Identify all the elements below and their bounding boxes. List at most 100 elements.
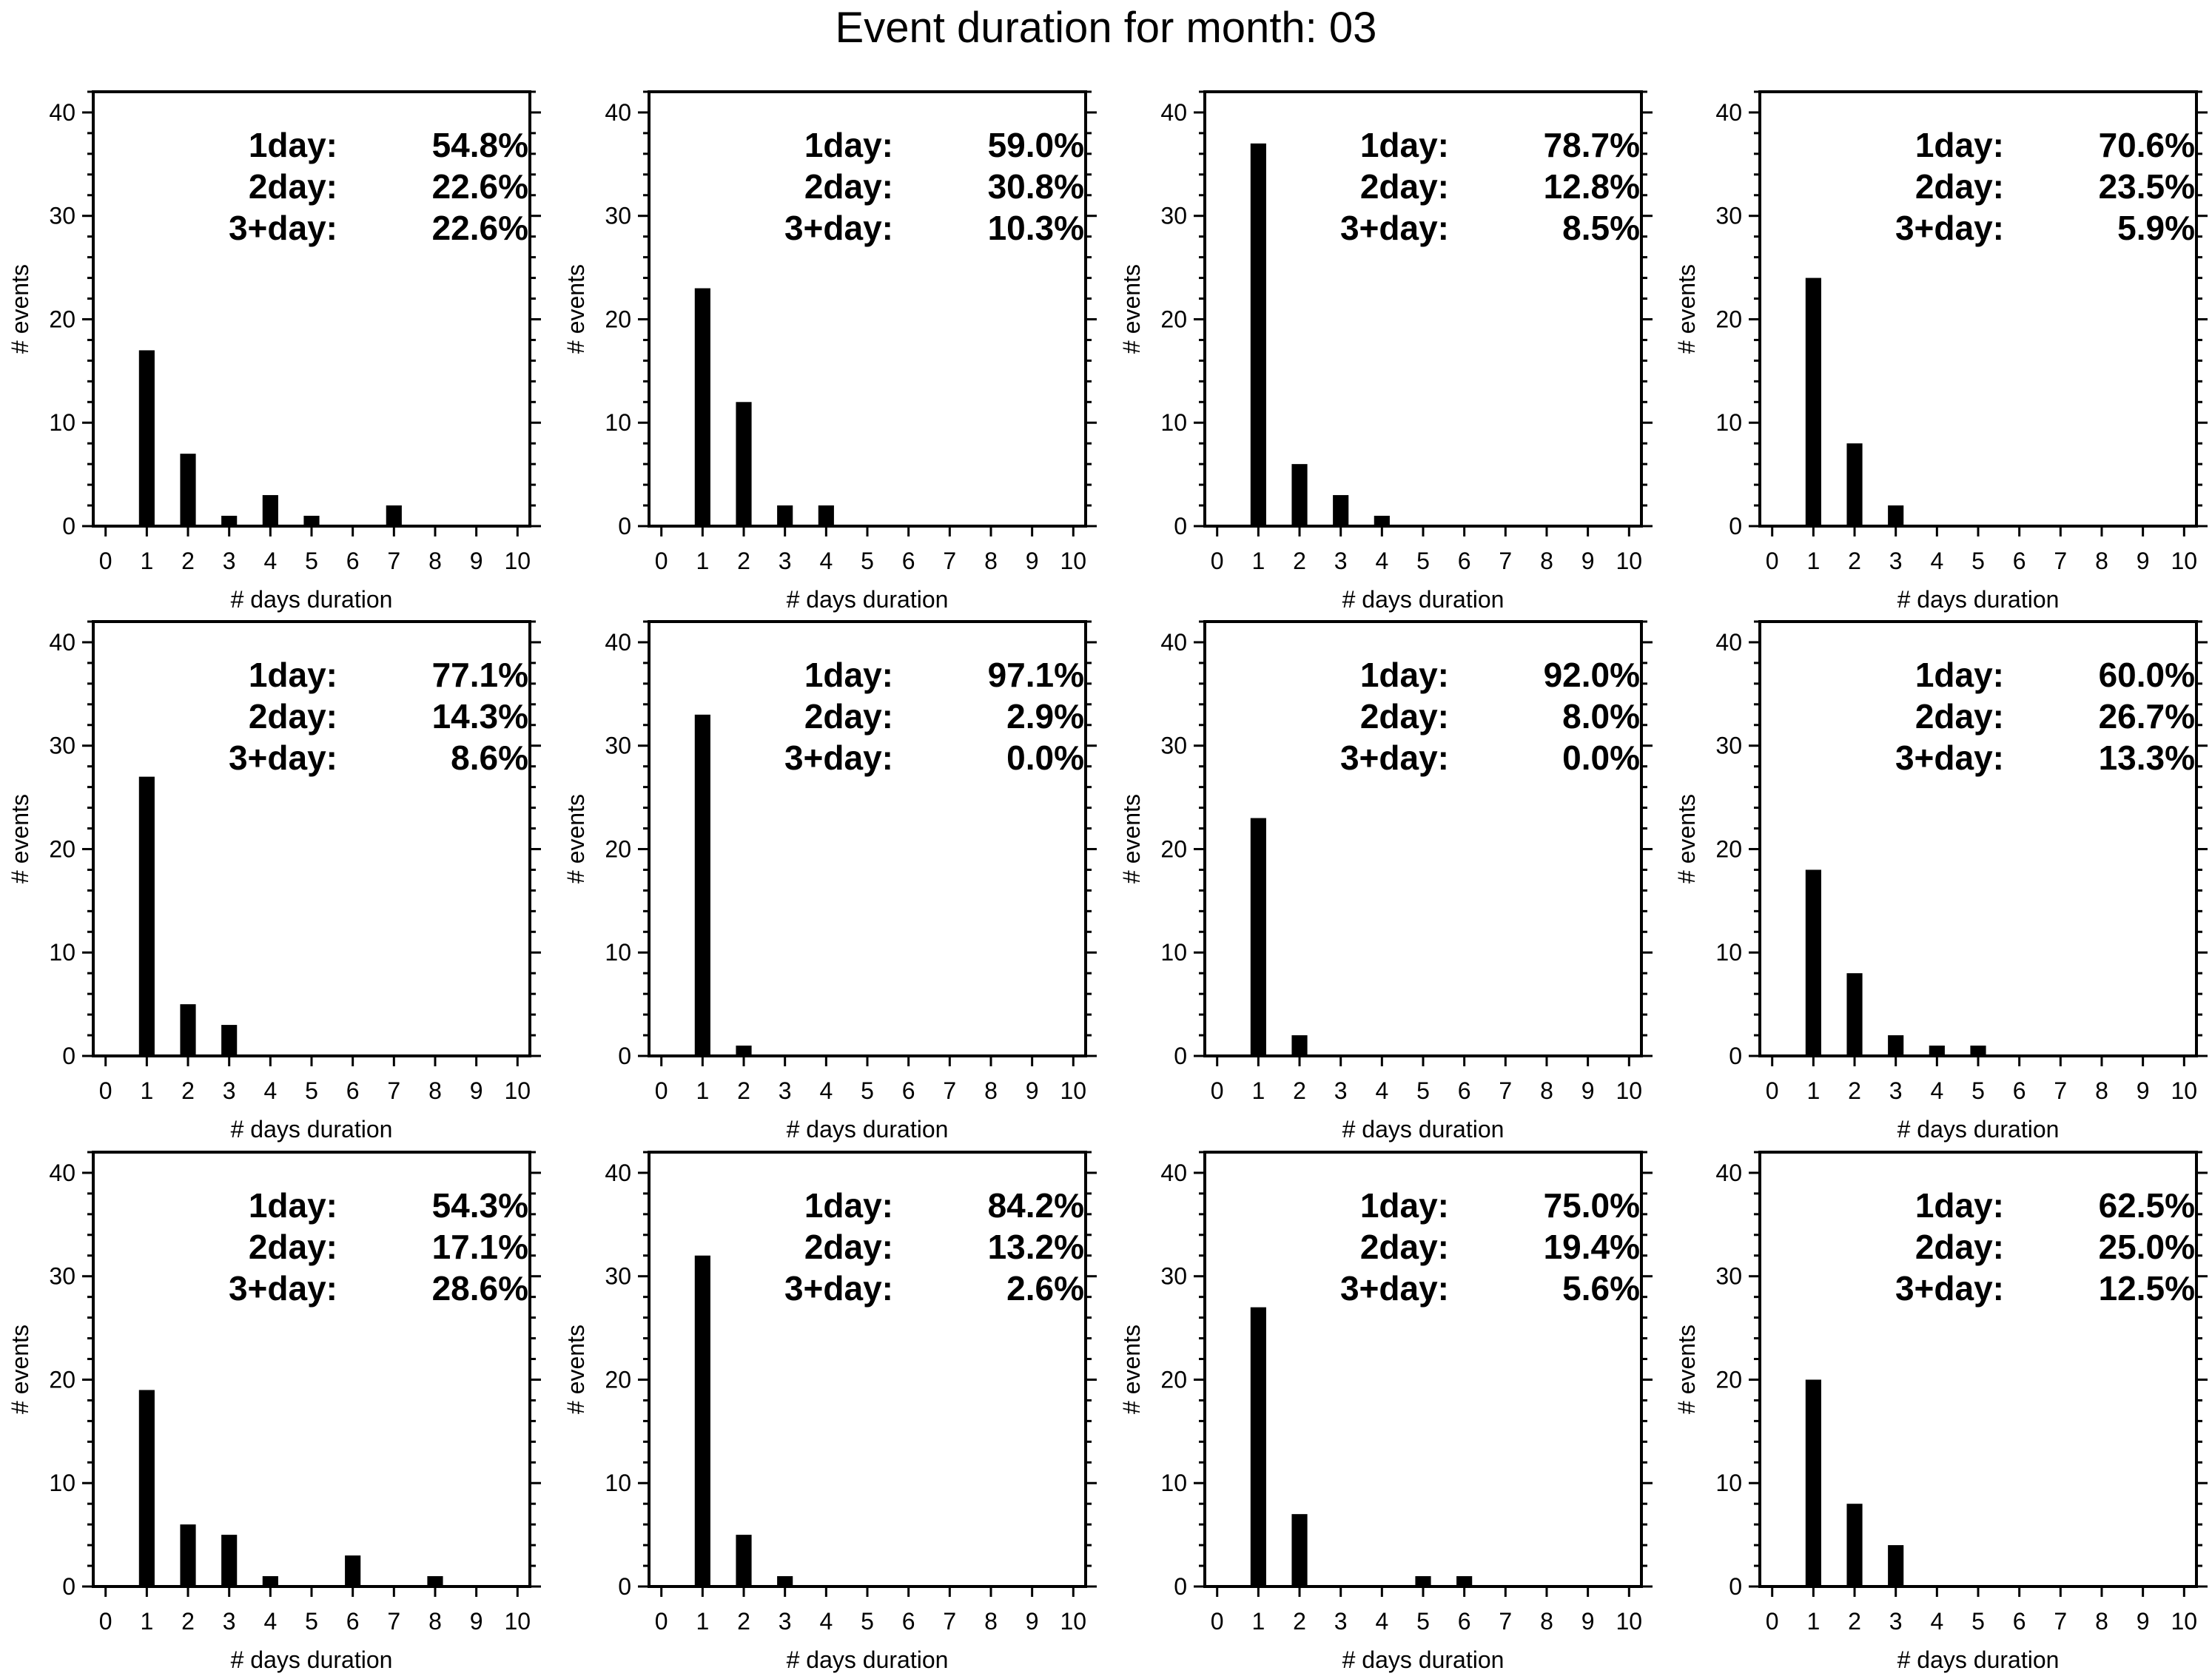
y-tick-label: 30 <box>1715 1263 1742 1290</box>
x-tick-label: 1 <box>696 548 709 574</box>
x-tick-label: 2 <box>1293 548 1306 574</box>
x-tick-label: 9 <box>2137 1077 2150 1104</box>
x-tick-label: 0 <box>655 1608 668 1635</box>
y-tick-label: 0 <box>618 1573 631 1600</box>
x-tick-label: 8 <box>2095 1077 2108 1104</box>
annotation-label: 1day: <box>804 1186 893 1225</box>
x-tick-label: 3 <box>1889 1608 1903 1635</box>
bar-day-2 <box>1846 443 1863 526</box>
annotation-value: 54.3% <box>432 1186 528 1225</box>
x-tick-label: 10 <box>1060 1077 1087 1104</box>
x-tick-label: 4 <box>1375 1077 1388 1104</box>
x-tick-label: 6 <box>346 1077 360 1104</box>
y-axis-label: # events <box>562 264 589 354</box>
annotation-label: 2day: <box>804 1228 893 1266</box>
x-tick-label: 10 <box>505 1608 531 1635</box>
x-tick-label: 4 <box>263 1608 277 1635</box>
x-tick-label: 7 <box>2054 548 2067 574</box>
x-tick-label: 8 <box>984 1077 998 1104</box>
x-tick-label: 1 <box>1806 548 1820 574</box>
x-tick-label: 2 <box>737 1077 750 1104</box>
y-tick-label: 40 <box>1715 1160 1742 1186</box>
x-tick-label: 0 <box>655 1077 668 1104</box>
y-axis-label: # events <box>562 794 589 884</box>
x-tick-label: 0 <box>1211 1077 1224 1104</box>
x-tick-label: 8 <box>2095 1608 2108 1635</box>
annotation-label: 2day: <box>1915 1228 2004 1266</box>
y-tick-label: 0 <box>1174 513 1187 539</box>
bar-day-1 <box>1805 1379 1821 1587</box>
annotation-label: 1day: <box>249 1186 337 1225</box>
bar-day-2 <box>180 1524 196 1587</box>
x-axis-label: # days duration <box>787 586 949 613</box>
annotation-label: 2day: <box>249 167 337 206</box>
y-tick-label: 0 <box>1729 1043 1742 1069</box>
bar-day-3 <box>1888 1545 1904 1587</box>
x-tick-label: 0 <box>655 548 668 574</box>
y-axis-label: # events <box>562 1325 589 1414</box>
x-tick-label: 8 <box>428 1077 442 1104</box>
annotation-value: 23.5% <box>2099 167 2195 206</box>
y-tick-label: 30 <box>605 1263 631 1290</box>
bar-day-8 <box>427 1576 443 1587</box>
annotation-value: 59.0% <box>988 126 1084 164</box>
x-tick-label: 0 <box>99 1608 112 1635</box>
annotation-value: 60.0% <box>2099 656 2195 694</box>
annotation-label: 2day: <box>1915 167 2004 206</box>
bar-day-3 <box>777 505 793 526</box>
x-tick-label: 7 <box>387 1608 400 1635</box>
y-tick-label: 10 <box>605 1470 631 1496</box>
x-tick-label: 5 <box>305 548 318 574</box>
bar-day-2 <box>736 1535 752 1587</box>
y-tick-label: 40 <box>1160 99 1187 126</box>
x-tick-label: 7 <box>1499 1077 1512 1104</box>
bar-day-4 <box>818 505 834 526</box>
x-tick-label: 9 <box>1026 1077 1039 1104</box>
panel-9: 0 1 2 3 4 5 6 7 8 9 10 0 10 20 30 40 # days duration # ev… <box>7 1151 541 1673</box>
x-tick-label: 6 <box>2013 548 2026 574</box>
annotation-label: 3+day: <box>784 738 893 777</box>
y-tick-label: 0 <box>62 1043 75 1069</box>
x-tick-label: 0 <box>1211 1608 1224 1635</box>
y-tick-label: 30 <box>49 1263 75 1290</box>
y-tick-label: 20 <box>49 1366 75 1393</box>
x-tick-label: 0 <box>99 548 112 574</box>
bar-day-1 <box>138 350 155 526</box>
y-tick-label: 30 <box>605 733 631 759</box>
x-tick-label: 2 <box>181 1608 195 1635</box>
y-tick-label: 20 <box>1160 835 1187 862</box>
bar-day-1 <box>138 1390 155 1587</box>
x-tick-label: 2 <box>1848 1077 1861 1104</box>
bar-day-2 <box>1846 1504 1863 1587</box>
annotation-label: 2day: <box>1360 167 1449 206</box>
x-tick-label: 4 <box>1930 548 1943 574</box>
annotation-value: 28.6% <box>432 1269 528 1308</box>
y-tick-label: 0 <box>618 513 631 539</box>
y-axis-label: # events <box>7 1325 33 1414</box>
y-tick-label: 10 <box>605 939 631 966</box>
x-tick-label: 4 <box>1930 1608 1943 1635</box>
bar-day-3 <box>221 1535 238 1587</box>
annotation-label: 3+day: <box>229 209 337 247</box>
x-axis-label: # days duration <box>1342 1116 1505 1143</box>
y-tick-label: 40 <box>49 99 75 126</box>
panel-1: 0 1 2 3 4 5 6 7 8 9 10 0 10 20 30 40 # days duration # ev… <box>7 90 541 613</box>
bar-day-3 <box>1888 1035 1904 1056</box>
y-tick-label: 40 <box>1160 629 1187 656</box>
x-tick-label: 1 <box>1251 1077 1265 1104</box>
x-tick-label: 5 <box>305 1608 318 1635</box>
y-tick-label: 20 <box>605 306 631 332</box>
x-tick-label: 9 <box>1581 1077 1595 1104</box>
y-tick-label: 20 <box>1160 1366 1187 1393</box>
panel-6: 0 1 2 3 4 5 6 7 8 9 10 0 10 20 30 40 # days duration # ev… <box>562 620 1097 1143</box>
x-tick-label: 9 <box>1026 1608 1039 1635</box>
y-tick-label: 0 <box>62 1573 75 1600</box>
annotation-value: 54.8% <box>432 126 528 164</box>
x-tick-label: 5 <box>861 1077 874 1104</box>
annotation-value: 0.0% <box>1006 738 1084 777</box>
annotation-value: 25.0% <box>2099 1228 2195 1266</box>
y-tick-label: 40 <box>49 1160 75 1186</box>
annotation-label: 1day: <box>804 126 893 164</box>
x-tick-label: 3 <box>1334 1608 1348 1635</box>
